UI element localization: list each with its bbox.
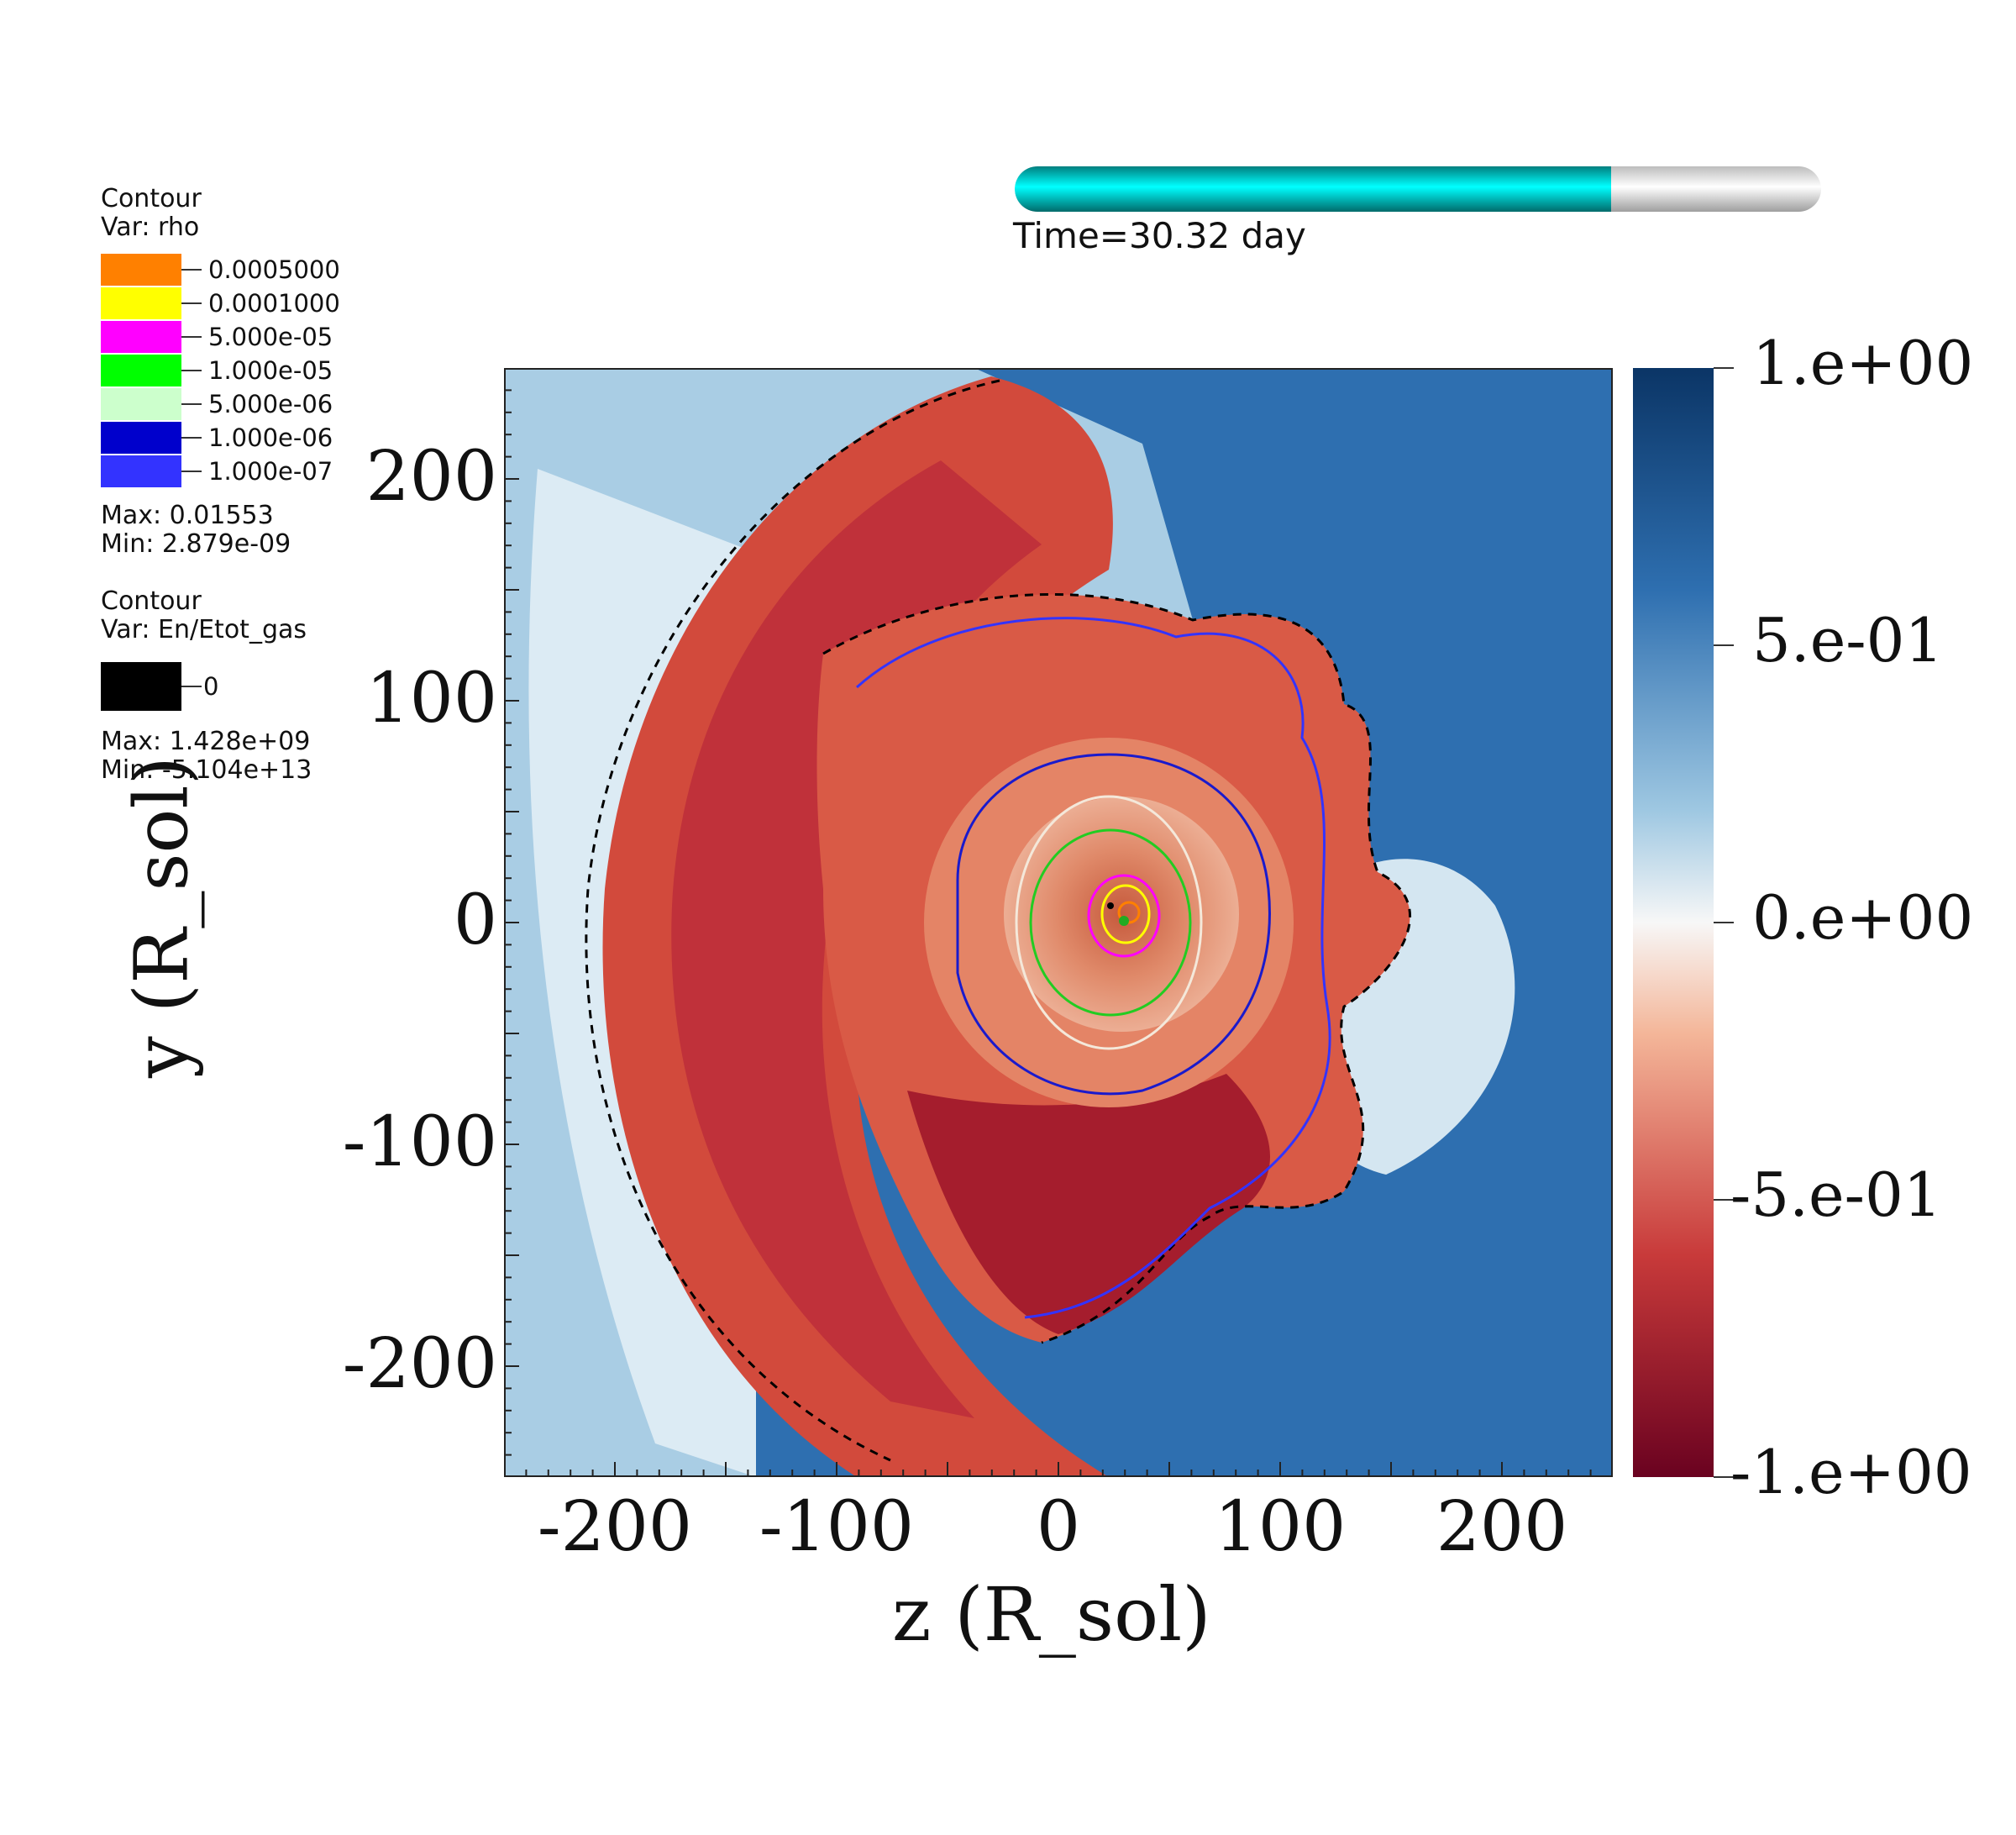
colorbar-gradient bbox=[1633, 368, 1714, 1477]
legend-energy-min: Min: -5.104e+13 bbox=[101, 755, 312, 785]
legend-rho-swatch bbox=[101, 455, 181, 487]
legend-energy-var: Var: En/Etot_gas bbox=[101, 615, 307, 644]
colorbar-tick bbox=[1714, 922, 1734, 923]
legend-rho-label: 5.000e-06 bbox=[208, 390, 333, 418]
legend-energy-tick bbox=[181, 686, 202, 687]
y-axis-title: y (R_sol) bbox=[118, 756, 205, 1078]
legend-rho-min: Min: 2.879e-09 bbox=[101, 529, 291, 559]
legend-rho-label: 1.000e-06 bbox=[208, 423, 333, 452]
legend-rho-tick bbox=[181, 471, 202, 472]
legend-rho-max: Max: 0.01553 bbox=[101, 501, 274, 530]
heatmap-plot bbox=[504, 368, 1613, 1477]
legend-rho-tick bbox=[181, 370, 202, 371]
colorbar-tick-label: 0.e+00 bbox=[1752, 882, 1974, 953]
companion-marker bbox=[1119, 916, 1129, 926]
legend-rho-tick bbox=[181, 403, 202, 405]
legend-energy-swatch bbox=[101, 662, 181, 711]
rho-contour-1e-07 bbox=[855, 617, 1331, 1319]
legend-rho-tick bbox=[181, 302, 202, 304]
x-tick-label: -100 bbox=[759, 1487, 915, 1567]
legend-rho-label: 1.000e-07 bbox=[208, 457, 333, 486]
legend-rho-swatch bbox=[101, 321, 181, 353]
energy-zero-contour-outer bbox=[585, 379, 1000, 1462]
legend-rho-swatch bbox=[101, 287, 181, 319]
legend-rho-swatch bbox=[101, 388, 181, 420]
colorbar-tick-label: -1.e+00 bbox=[1730, 1437, 1972, 1507]
colorbar-tick bbox=[1714, 1199, 1734, 1201]
minor-ticks bbox=[504, 368, 1613, 1477]
x-tick-label: 100 bbox=[1214, 1487, 1347, 1567]
legend-rho-tick bbox=[181, 336, 202, 338]
legend-energy-title: Contour bbox=[101, 586, 202, 616]
y-tick-label: -100 bbox=[342, 1102, 497, 1182]
y-tick-label: 0 bbox=[453, 881, 497, 960]
inner-core bbox=[1004, 797, 1239, 1032]
rho-contour-1e-04 bbox=[1100, 884, 1151, 944]
legend-rho-swatch bbox=[101, 422, 181, 454]
legend-rho-var: Var: rho bbox=[101, 213, 200, 242]
x-tick-label: 0 bbox=[1036, 1487, 1081, 1567]
legend-rho-label: 0.0001000 bbox=[208, 289, 340, 318]
colorbar-tick bbox=[1714, 644, 1734, 646]
legend-rho-label: 1.000e-05 bbox=[208, 356, 333, 385]
dark-red-lower bbox=[907, 1074, 1271, 1334]
legend-rho-title: Contour bbox=[101, 184, 202, 213]
x-tick-label: 200 bbox=[1436, 1487, 1568, 1567]
core-marker bbox=[1107, 902, 1114, 909]
rho-contour-5e-05 bbox=[1087, 874, 1161, 958]
legend-rho-tick bbox=[181, 437, 202, 439]
y-tick-label: 100 bbox=[365, 659, 497, 739]
red-crescent-core bbox=[671, 460, 1042, 1418]
colorbar-tick-label: 1.e+00 bbox=[1752, 328, 1974, 398]
colorbar-tick bbox=[1714, 367, 1734, 369]
colorbar-tick-label: 5.e-01 bbox=[1752, 605, 1944, 676]
colorbar-tick-label: -5.e-01 bbox=[1730, 1159, 1942, 1230]
legend-rho-label: 0.0005000 bbox=[208, 255, 340, 284]
legend-energy-row: 0 bbox=[101, 662, 269, 712]
legend-rho-swatch bbox=[101, 254, 181, 286]
y-tick-label: 200 bbox=[365, 437, 497, 517]
legend-energy-max: Max: 1.428e+09 bbox=[101, 727, 311, 756]
y-tick-label: -200 bbox=[342, 1324, 497, 1404]
rho-contour-1e-05 bbox=[1029, 828, 1192, 1017]
legend-rho-swatch bbox=[101, 355, 181, 386]
legend-rho-tick bbox=[181, 269, 202, 271]
rho-contour-5e-04 bbox=[1117, 901, 1141, 924]
x-axis-title: z (R_sol) bbox=[892, 1571, 1211, 1658]
x-tick-label: -200 bbox=[537, 1487, 693, 1567]
colorbar bbox=[1633, 368, 1714, 1477]
time-label: Time=30.32 day bbox=[1013, 215, 1306, 256]
time-progress-fill bbox=[1015, 166, 1612, 212]
legend-rho-label: 5.000e-05 bbox=[208, 323, 333, 351]
time-progress-bar bbox=[1015, 166, 1821, 212]
colorbar-tick bbox=[1714, 1476, 1734, 1478]
rho-contour-1e-06 bbox=[956, 753, 1271, 1096]
legend-energy-label: 0 bbox=[203, 672, 219, 701]
rho-contour-5e-06 bbox=[1015, 795, 1203, 1050]
